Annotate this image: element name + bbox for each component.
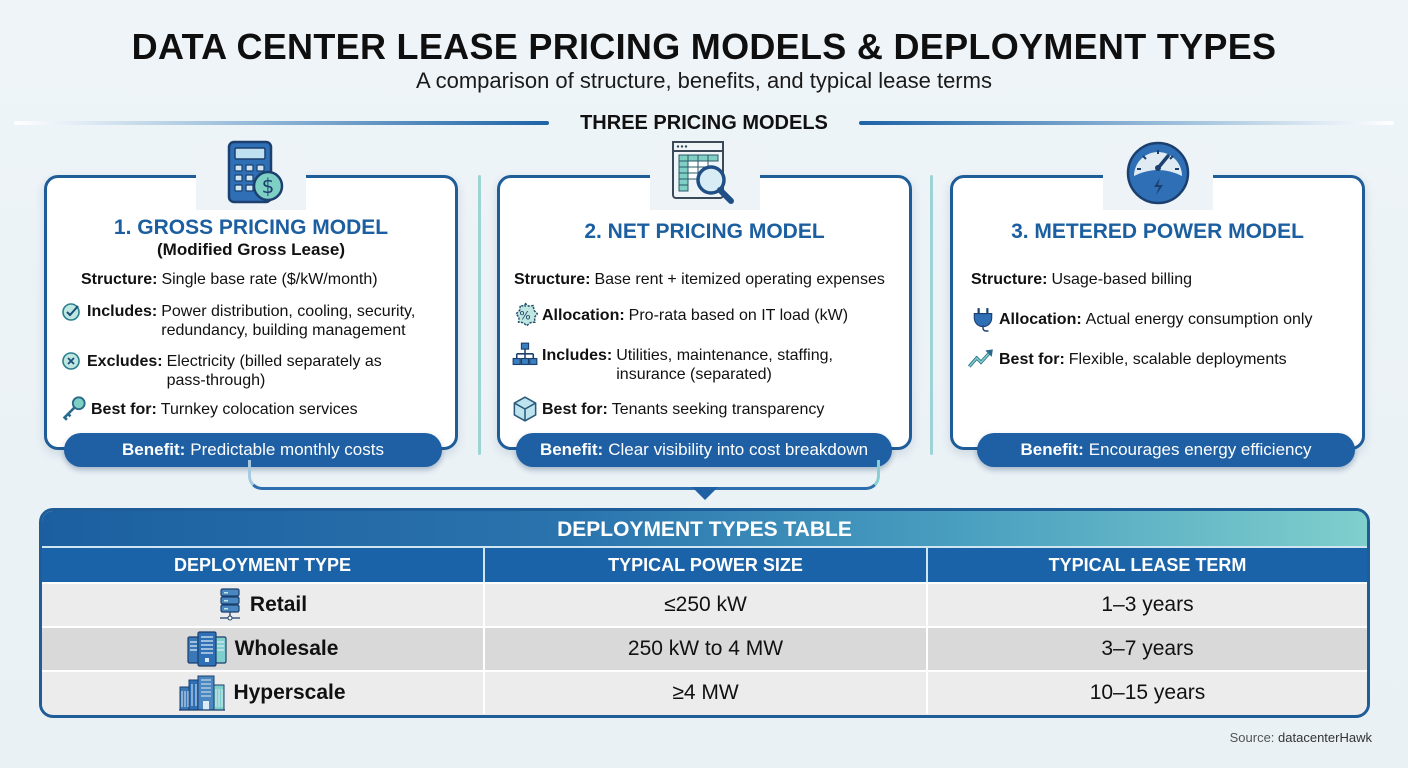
item-text: Electricity (billed separately as pass-t… [166,353,382,389]
deployment-types-table: DEPLOYMENT TYPES TABLE DEPLOYMENT TYPE T… [39,508,1370,718]
lease-term-cell: 1–3 years [1101,593,1194,616]
power-size-cell: ≥4 MW [485,672,928,714]
server-rack-icon [219,588,240,621]
column-header: DEPLOYMENT TYPE [42,548,485,582]
svg-text:%: % [519,309,530,323]
source-label: Source: [1229,730,1275,745]
deployment-type-cell: Wholesale [42,628,485,670]
item-label: Includes: [87,303,158,320]
table-title: DEPLOYMENT TYPES TABLE [42,511,1367,548]
card-separator [478,175,481,455]
item-label: Best for: [999,351,1065,368]
structure-item: Structure: Usage-based billing [971,270,1361,289]
spreadsheet-magnifier-icon [649,140,760,210]
benefit-label: Benefit: [122,440,186,459]
structure-item: Structure: Base rent + itemized operatin… [514,270,909,289]
section-divider: THREE PRICING MODELS [14,112,1394,134]
structure-item: Structure: Single base rate ($/kW/month) [81,270,451,289]
item-text: Actual energy consumption only [1085,311,1313,328]
source-attribution: Source: datacenterHawk [1230,730,1372,745]
lease-term-cell: 10–15 years [1089,681,1206,704]
check-circle-icon [62,303,80,321]
down-arrow-icon [692,487,718,500]
svg-text:$: $ [262,174,275,198]
item-text: Pro-rata based on IT load (kW) [628,307,849,324]
item-text: Turnkey colocation services [160,401,358,418]
benefit-pill: Benefit: Encourages energy efficiency [977,433,1355,467]
best-for-item: Best for: Flexible, scalable deployments [967,349,1357,370]
table-row: Retail ≤250 kW 1–3 years [42,582,1367,626]
card-separator [930,175,933,455]
item-text: Usage-based billing [1051,271,1192,288]
trending-up-icon [967,349,993,368]
power-meter-gauge-icon [1102,140,1213,210]
includes-item: Includes: Power distribution, cooling, s… [61,302,456,340]
deployment-type-cell: Hyperscale [42,672,485,714]
card-title: 1. GROSS PRICING MODEL [113,216,389,239]
divider-line-left [14,121,549,125]
benefit-text: Predictable monthly costs [190,440,384,459]
cards-to-table-connector [248,460,880,490]
column-header: TYPICAL LEASE TERM [1048,555,1247,575]
org-chart-icon [512,342,538,366]
card-title: 2. NET PRICING MODEL [584,220,825,243]
benefit-label: Benefit: [539,440,604,459]
table-row: Wholesale 250 kW to 4 MW 3–7 years [42,626,1367,670]
card-title: 3. METERED POWER MODEL [1011,220,1304,243]
item-text: Utilities, maintenance, staffing, insura… [616,347,833,383]
item-label: Allocation: [999,311,1082,328]
item-label: Includes: [542,347,613,364]
item-label: Excludes: [87,353,163,370]
key-icon [62,396,86,421]
lease-term-cell: 3–7 years [1101,637,1194,660]
city-buildings-icon [179,675,226,711]
calculator-dollar-icon: $ [196,140,306,210]
benefit-pill: Benefit: Clear visibility into cost brea… [516,433,892,467]
item-text: Base rent + itemized operating expenses [594,271,885,288]
plug-icon [973,308,993,332]
x-circle-icon [62,352,80,370]
item-text: Tenants seeking transparency [611,401,825,418]
deployment-type-cell: Retail [42,584,485,626]
deployment-type-label: Wholesale [234,637,339,660]
gross-pricing-card: $ 1. GROSS PRICING MODEL (Modified Gross… [44,140,458,467]
source-value: datacenterHawk [1278,730,1372,745]
table-row: Hyperscale ≥4 MW 10–15 years [42,670,1367,714]
item-text: Power distribution, cooling, security, r… [161,303,416,339]
card-subtitle: (Modified Gross Lease) [157,240,345,259]
power-size-cell: ≤250 kW [485,584,928,626]
allocation-item: % Allocation: Pro-rata based on IT load … [512,302,907,328]
best-for-item: Best for: Tenants seeking transparency [512,396,907,422]
divider-line-right [859,121,1394,125]
includes-item: Includes: Utilities, maintenance, staffi… [512,342,907,384]
metered-power-card: 3. METERED POWER MODEL Structure: Usage-… [950,140,1365,467]
deployment-type-label: Hyperscale [233,681,346,704]
power-size-cell: 250 kW to 4 MW [485,628,928,670]
item-text: Flexible, scalable deployments [1068,351,1287,368]
best-for-item: Best for: Turnkey colocation services [61,396,456,421]
section-label: THREE PRICING MODELS [580,112,828,134]
net-pricing-card: 2. NET PRICING MODEL Structure: Base ren… [497,140,912,467]
deployment-type-label: Retail [249,593,308,616]
item-label: Best for: [542,401,608,418]
cube-icon [513,396,537,422]
benefit-text: Encourages energy efficiency [1088,440,1312,459]
item-label: Structure: [514,271,591,288]
server-cluster-icon [186,631,227,667]
item-label: Structure: [81,271,158,288]
benefit-text: Clear visibility into cost breakdown [608,440,869,459]
benefit-label: Benefit: [1020,440,1084,459]
item-label: Allocation: [542,307,625,324]
item-label: Best for: [91,401,157,418]
percent-badge-icon: % [515,302,538,327]
page-title: DATA CENTER LEASE PRICING MODELS & DEPLO… [131,26,1277,67]
allocation-item: Allocation: Actual energy consumption on… [971,308,1361,332]
page-subtitle: A comparison of structure, benefits, and… [416,68,992,93]
item-label: Structure: [971,271,1048,288]
item-text: Single base rate ($/kW/month) [161,271,378,288]
excludes-item: Excludes: Electricity (billed separately… [61,352,456,390]
column-header: TYPICAL POWER SIZE [485,548,928,582]
table-header-row: DEPLOYMENT TYPE TYPICAL POWER SIZE TYPIC… [42,548,1367,582]
